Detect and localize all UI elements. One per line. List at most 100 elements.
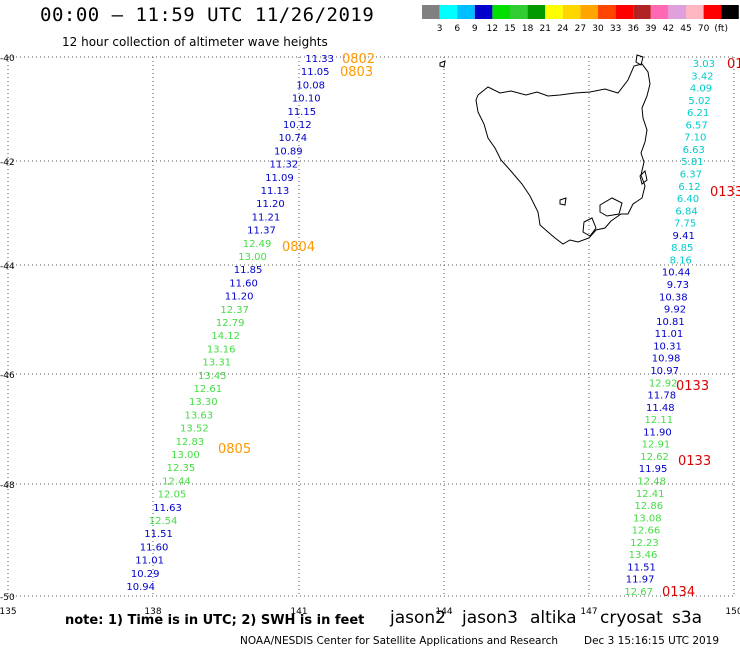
legend-label: 18: [522, 24, 534, 34]
tasman-peninsula: [599, 197, 623, 217]
lat-label: -42: [0, 158, 15, 168]
swh-value-east: 12.86: [634, 501, 663, 512]
legend-label: 70: [698, 24, 710, 34]
legend-swatch: [580, 5, 598, 19]
swh-value-east: 6.12: [678, 182, 700, 193]
sat-cryosat: cryosat: [600, 608, 663, 628]
swh-value-west: 10.89: [274, 146, 303, 157]
swh-value-west: 11.33: [305, 54, 334, 65]
swh-value-east: 10.97: [650, 366, 679, 377]
swh-value-west: 14.12: [211, 331, 240, 342]
swh-value-east: 9.73: [667, 280, 689, 291]
lat-label: -44: [0, 262, 15, 272]
legend-label: 12: [487, 24, 498, 34]
swh-value-east: 6.63: [683, 145, 705, 156]
altika-pass-time: 0803: [340, 65, 373, 80]
swh-value-west: 13.00: [238, 252, 267, 263]
swh-value-east: 10.38: [659, 292, 688, 303]
swh-value-east: 12.62: [640, 452, 669, 463]
legend-label: 39: [645, 24, 657, 34]
legend-label: 9: [472, 24, 478, 34]
sat-altika: altika: [530, 608, 577, 628]
legend-swatch: [562, 5, 581, 19]
swh-value-east: 11.95: [639, 464, 668, 475]
legend-label: 45: [680, 24, 691, 34]
swh-value-east: 3.03: [693, 59, 715, 70]
swh-value-west: 12.35: [167, 463, 196, 474]
swh-value-east: 6.57: [686, 120, 708, 131]
tasmania-outline: [475, 63, 651, 245]
swh-value-west: 12.79: [216, 318, 245, 329]
swh-value-west: 11.51: [144, 529, 173, 540]
legend-swatch: [474, 5, 493, 19]
chart-title: 00:00 – 11:59 UTC 11/26/2019: [40, 4, 375, 26]
legend-label: 21: [539, 24, 550, 34]
lat-label: -50: [0, 593, 15, 603]
swh-value-west: 12.37: [220, 305, 249, 316]
legend-swatch: [527, 5, 546, 19]
lon-label: 147: [580, 607, 597, 617]
lon-label: 138: [144, 607, 161, 617]
swh-value-east: 5.02: [688, 96, 710, 107]
swh-value-west: 10.29: [131, 569, 160, 580]
swh-value-west: 13.45: [198, 371, 227, 382]
lat-label: -40: [0, 54, 15, 64]
swh-value-east: 12.91: [642, 440, 671, 451]
legend-swatch: [439, 5, 458, 19]
lat-label: -46: [0, 371, 15, 381]
legend-swatch: [703, 5, 722, 19]
swh-value-west: 13.16: [207, 344, 236, 355]
legend-label: 30: [592, 24, 604, 34]
swh-value-east: 7.10: [684, 133, 706, 144]
swh-value-west: 12.61: [193, 384, 222, 395]
swh-value-west: 11.21: [252, 212, 281, 223]
swh-value-east: 13.08: [633, 513, 662, 524]
s3a-pass-time: 0134: [662, 585, 695, 600]
lon-label: 150: [725, 607, 740, 617]
swh-value-west: 13.31: [202, 358, 231, 369]
s3a-pass-time: 0133: [678, 454, 711, 469]
bruny-island: [582, 217, 597, 237]
legend-label: 36: [627, 24, 639, 34]
swh-value-west: 10.08: [296, 80, 325, 91]
swh-value-west: 11.20: [256, 199, 285, 210]
swh-value-west: 11.09: [265, 173, 294, 184]
legend-swatch: [545, 5, 563, 19]
swh-value-east: 8.85: [671, 243, 693, 254]
altika-pass-time: 0802: [342, 52, 375, 67]
chart-subtitle: 12 hour collection of altimeter wave hei…: [62, 35, 328, 49]
swh-value-east: 11.90: [643, 427, 672, 438]
swh-value-west: 11.60: [229, 278, 258, 289]
swh-value-west: 11.63: [153, 503, 182, 514]
swh-value-east: 10.31: [653, 341, 682, 352]
swh-value-west: 12.54: [149, 516, 178, 527]
swh-value-east: 4.09: [690, 84, 712, 95]
swh-value-west: 13.52: [180, 424, 209, 435]
swh-value-west: 11.20: [225, 292, 254, 303]
swh-value-east: 10.81: [656, 317, 685, 328]
legend-swatch: [686, 5, 704, 19]
legend-label: (ft): [714, 24, 728, 34]
swh-value-east: 11.97: [626, 575, 655, 586]
legend-swatch: [422, 5, 440, 19]
coastal-islet-2: [559, 197, 567, 206]
swh-value-west: 11.15: [287, 107, 316, 118]
lat-label: -48: [0, 481, 15, 491]
altika-pass-time: 0804: [282, 240, 315, 255]
swh-value-west: 11.32: [270, 160, 299, 171]
legend-label: 6: [454, 24, 460, 34]
swh-value-west: 12.05: [158, 490, 187, 501]
legend-label: 24: [557, 24, 569, 34]
swh-value-west: 12.83: [176, 437, 205, 448]
swh-value-west: 13.00: [171, 450, 200, 461]
swh-value-west: 10.12: [283, 120, 312, 131]
swh-value-east: 11.48: [646, 403, 675, 414]
coastal-islet-1: [439, 60, 446, 68]
swh-value-east: 9.41: [673, 231, 695, 242]
legend-label: 15: [504, 24, 515, 34]
swh-value-east: 5.81: [681, 157, 703, 168]
swh-value-east: 6.84: [675, 206, 697, 217]
swh-value-west: 11.05: [301, 67, 330, 78]
swh-value-east: 8.16: [670, 255, 692, 266]
